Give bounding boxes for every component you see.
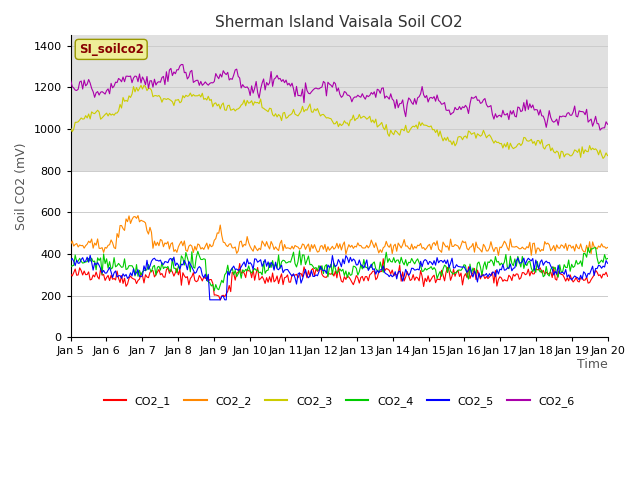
Legend: CO2_1, CO2_2, CO2_3, CO2_4, CO2_5, CO2_6: CO2_1, CO2_2, CO2_3, CO2_4, CO2_5, CO2_6 — [99, 391, 579, 411]
Y-axis label: Soil CO2 (mV): Soil CO2 (mV) — [15, 143, 28, 230]
X-axis label: Time: Time — [577, 358, 607, 371]
Bar — [70, 36, 607, 171]
Title: Sherman Island Vaisala Soil CO2: Sherman Island Vaisala Soil CO2 — [215, 15, 463, 30]
Text: SI_soilco2: SI_soilco2 — [79, 43, 143, 56]
